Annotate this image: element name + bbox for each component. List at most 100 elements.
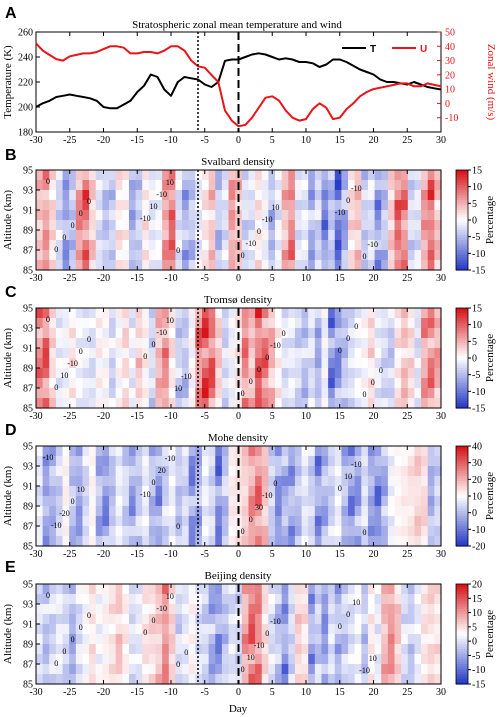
contour-label: 0 [265, 629, 269, 638]
xtick-label: -10 [164, 411, 177, 422]
heatmap-cell [288, 604, 296, 615]
heatmap-cell [321, 348, 329, 359]
heatmap-cell [381, 624, 389, 635]
heatmap-cell [241, 200, 250, 211]
heatmap-cell [294, 230, 303, 241]
heatmap-cell [188, 250, 196, 261]
heatmap-cell [122, 318, 130, 329]
heatmap-cell [62, 210, 70, 221]
heatmap-cell [281, 328, 289, 339]
heatmap-cell [62, 674, 70, 685]
heatmap-cell [321, 260, 329, 271]
xtick-label: -20 [97, 549, 110, 560]
ytick-label: 91 [23, 344, 33, 355]
heatmap-cell [394, 614, 402, 625]
heatmap-cell [148, 476, 157, 487]
heatmap-cell [228, 368, 236, 379]
heatmap-cell [308, 388, 316, 399]
heatmap-cell [95, 398, 103, 409]
heatmap-cell [394, 594, 402, 605]
heatmap-cell [434, 388, 442, 399]
heatmap-cell [142, 506, 150, 517]
heatmap-cell [109, 614, 117, 625]
xtick-label: -30 [29, 273, 42, 284]
heatmap-cell [188, 584, 196, 595]
heatmap-cell [215, 210, 223, 221]
heatmap-cell [434, 456, 442, 467]
heatmap-cell [281, 446, 289, 457]
heatmap-cell [168, 536, 177, 547]
heatmap-cell [288, 654, 296, 665]
heatmap-cell [215, 654, 223, 665]
heatmap-cell [155, 260, 163, 271]
xtick-label: 5 [270, 549, 275, 560]
colorbar-step [456, 466, 468, 470]
heatmap-cell [62, 190, 70, 201]
heatmap-cell [115, 536, 123, 547]
heatmap-cell [421, 466, 429, 477]
heatmap-cell [42, 250, 50, 261]
heatmap-cell [82, 180, 90, 191]
heatmap-cell [407, 584, 416, 595]
colorbar-step [456, 370, 468, 374]
heatmap-cell [168, 516, 177, 527]
heatmap-cell [255, 476, 263, 487]
heatmap-cell [281, 378, 289, 389]
colorbar-step [456, 501, 468, 505]
heatmap-cell [328, 368, 336, 379]
heatmap-cell [281, 210, 289, 221]
heatmap-cell [95, 614, 103, 625]
colorbar-step [456, 205, 468, 209]
heatmap-cell [321, 476, 329, 487]
heatmap-cell [195, 388, 203, 399]
heatmap-cell [62, 220, 70, 231]
heatmap-cell [49, 230, 57, 241]
xtick-label: -10 [164, 273, 177, 284]
ylabel: Altitude (km) [2, 604, 14, 665]
heatmap-cell [142, 664, 150, 675]
heatmap-cell [201, 220, 210, 231]
panel-a-ylabel-right: Zonal wind (m/s) [485, 44, 497, 121]
heatmap-cell [341, 624, 349, 635]
heatmap-cell [135, 516, 143, 527]
heatmap-cell [49, 476, 57, 487]
heatmap-cell [155, 506, 163, 517]
heatmap-cell [407, 624, 416, 635]
heatmap-cell [69, 654, 77, 665]
heatmap-cell [361, 516, 369, 527]
heatmap-cell [241, 230, 250, 241]
heatmap-cell [102, 260, 110, 271]
heatmap-cell [294, 180, 303, 191]
colorbar-step [456, 641, 468, 645]
heatmap-cell [314, 536, 323, 547]
heatmap-cell [82, 210, 90, 221]
heatmap-cell [414, 664, 422, 675]
heatmap-cell [294, 378, 303, 389]
heatmap-cell [288, 338, 296, 349]
xtick-label: 10 [301, 411, 311, 422]
heatmap-cell [82, 584, 90, 595]
colorbar-label: Percentage [484, 472, 496, 520]
heatmap-cell [301, 190, 309, 201]
heatmap-cell [89, 536, 97, 547]
heatmap-cell [255, 644, 263, 655]
heatmap-cell [407, 200, 416, 211]
ytick-label: 85 [23, 542, 33, 553]
heatmap-cell [354, 664, 362, 675]
heatmap-cell [102, 308, 110, 319]
heatmap-cell [55, 368, 64, 379]
colorbar-step [456, 644, 468, 648]
xtick-label: 30 [436, 411, 446, 422]
heatmap-cell [348, 466, 356, 477]
colorbar-step [456, 626, 468, 630]
heatmap-cell [294, 624, 303, 635]
colorbar-step [456, 242, 468, 246]
heatmap-cell [95, 526, 103, 537]
heatmap-cell [275, 210, 283, 221]
heatmap-cell [182, 210, 190, 221]
xtick-label: -15 [131, 411, 144, 422]
heatmap-cell [75, 180, 84, 191]
heatmap-cell [361, 644, 369, 655]
heatmap-cell [195, 654, 203, 665]
heatmap-cell [42, 486, 50, 497]
